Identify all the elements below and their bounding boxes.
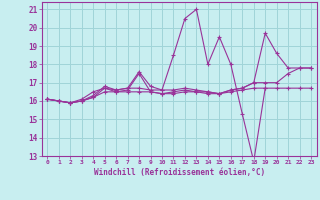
X-axis label: Windchill (Refroidissement éolien,°C): Windchill (Refroidissement éolien,°C) <box>94 168 265 177</box>
